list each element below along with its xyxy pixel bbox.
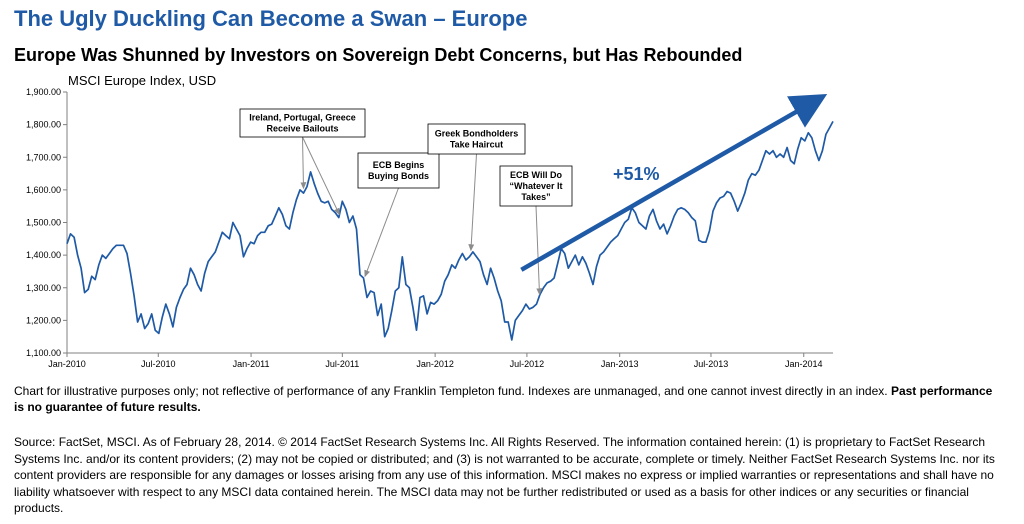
annotation-text: Greek Bondholders <box>435 129 519 139</box>
x-tick-label: Jan-2014 <box>785 359 823 369</box>
trend-arrow <box>520 94 828 272</box>
annotation-text: “Whatever It <box>509 181 562 191</box>
x-tick-label: Jan-2011 <box>233 359 270 369</box>
disclaimer-bold-text: Past performance is no guarantee of futu… <box>14 384 993 414</box>
x-tick-label: Jan-2010 <box>48 359 86 369</box>
series-group <box>66 120 834 341</box>
y-tick-label: 1,800.00 <box>26 120 61 130</box>
annotation-text: Take Haircut <box>450 140 503 150</box>
annotation-pointer <box>302 136 340 216</box>
y-tick-label: 1,400.00 <box>26 250 61 260</box>
x-tick-label: Jul-2012 <box>510 359 545 369</box>
y-tick-label: 1,500.00 <box>26 218 61 228</box>
annotation-pointer <box>535 205 543 296</box>
page-title: The Ugly Duckling Can Become a Swan – Eu… <box>14 6 528 31</box>
annotation-box <box>239 108 366 138</box>
chart-disclaimer: Chart for illustrative purposes only; no… <box>14 383 1004 415</box>
annotation-box <box>499 165 573 207</box>
index-series-line <box>66 120 834 341</box>
annotation-text: ECB Will Do <box>510 170 562 180</box>
annotation-text: Ireland, Portugal, Greece <box>249 113 356 123</box>
trend-group: +51% <box>520 94 828 272</box>
y-axis-label: MSCI Europe Index, USD <box>68 73 217 88</box>
annotation-pointer <box>468 153 477 252</box>
y-tick-label: 1,100.00 <box>26 348 61 358</box>
annotation-text: Buying Bonds <box>368 171 429 181</box>
x-tick-label: Jul-2013 <box>694 359 729 369</box>
annotation-text: ECB Begins <box>373 160 425 170</box>
annotation-pointer <box>364 187 399 278</box>
x-tick-label: Jul-2010 <box>141 359 176 369</box>
x-axis-ticks: Jan-2010 Jul-2010 Jan-2011 Jul-2011 Jan-2012… <box>48 353 823 369</box>
y-axis-ticks: 1,100.00 1,200.00 1,300.00 1,400.00 1,500.00… <box>26 87 67 358</box>
y-tick-label: 1,700.00 <box>26 152 61 162</box>
y-tick-label: 1,900.00 <box>26 87 61 97</box>
annotation-text: Takes” <box>521 192 550 202</box>
y-tick-label: 1,300.00 <box>26 283 61 293</box>
disclaimer-text: Chart for illustrative purposes only; no… <box>14 384 888 398</box>
y-tick-label: 1,600.00 <box>26 185 61 195</box>
chart-subtitle: Europe Was Shunned by Investors on Sover… <box>14 45 743 65</box>
source-note: Source: FactSet, MSCI. As of February 28… <box>14 435 995 515</box>
annotation-box <box>427 123 526 155</box>
annotation-pointer <box>300 136 307 190</box>
x-tick-label: Jul-2011 <box>325 359 359 369</box>
annotation-box <box>357 152 440 189</box>
trend-percent-label: +51% <box>613 164 660 184</box>
line-chart: 1,100.00 1,200.00 1,300.00 1,400.00 1,500.00… <box>26 87 834 369</box>
x-tick-label: Jan-2012 <box>416 359 454 369</box>
x-tick-label: Jan-2013 <box>601 359 639 369</box>
y-tick-label: 1,200.00 <box>26 315 61 325</box>
annotation-text: Receive Bailouts <box>266 124 338 134</box>
